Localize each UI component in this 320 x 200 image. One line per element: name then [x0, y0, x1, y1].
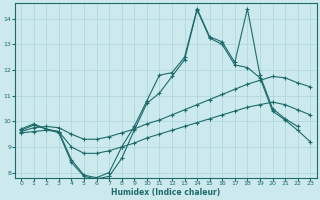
X-axis label: Humidex (Indice chaleur): Humidex (Indice chaleur) — [111, 188, 220, 197]
